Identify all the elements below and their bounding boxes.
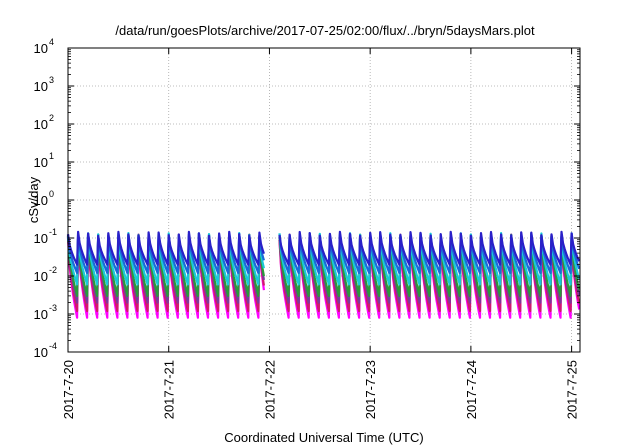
y-tick-label: 10 -1: [34, 227, 57, 246]
y-tick-label: 10 4: [34, 37, 54, 56]
y-tick-exponent: -2: [49, 265, 57, 275]
y-tick-exponent: -1: [49, 227, 57, 237]
y-tick-base: 10: [34, 41, 48, 56]
x-tick-label: 2017-7-24: [464, 360, 479, 419]
chart-title: /data/run/goesPlots/archive/2017-07-25/0…: [115, 23, 535, 38]
y-tick-exponent: 1: [49, 151, 54, 161]
y-tick-base: 10: [34, 117, 48, 132]
y-tick-label: 10 -2: [34, 265, 57, 284]
y-tick-base: 10: [34, 345, 48, 360]
y-tick-exponent: 0: [49, 189, 54, 199]
x-tick-label: 2017-7-25: [565, 360, 580, 419]
series-line: [66, 230, 581, 266]
y-tick-base: 10: [34, 193, 48, 208]
y-tick-exponent: -3: [49, 303, 57, 313]
y-tick-label: 10 1: [34, 151, 54, 170]
y-tick-exponent: 3: [49, 75, 54, 85]
y-tick-label: 10 2: [34, 113, 54, 132]
y-tick-label: 10 -3: [34, 303, 57, 322]
x-tick-label: 2017-7-23: [363, 360, 378, 419]
y-tick-base: 10: [34, 307, 48, 322]
x-axis-ticks: 2017-7-20 2017-7-21 2017-7-22 2017-7-23 2017…: [61, 48, 580, 419]
x-tick-label: 2017-7-20: [61, 360, 76, 419]
x-tick-label: 2017-7-21: [162, 360, 177, 419]
series-group: [66, 230, 581, 319]
y-tick-base: 10: [34, 155, 48, 170]
y-tick-label: 10 3: [34, 75, 54, 94]
y-tick-exponent: 4: [49, 37, 54, 47]
y-tick-exponent: 2: [49, 113, 54, 123]
y-axis-label: cSv/day: [26, 176, 41, 223]
y-tick-label: 10 0: [34, 189, 54, 208]
y-tick-base: 10: [34, 231, 48, 246]
y-tick-label: 10 -4: [34, 341, 57, 360]
x-tick-label: 2017-7-22: [262, 360, 277, 419]
y-tick-exponent: -4: [49, 341, 57, 351]
y-tick-base: 10: [34, 269, 48, 284]
x-axis-label: Coordinated Universal Time (UTC): [224, 430, 423, 445]
y-tick-base: 10: [34, 79, 48, 94]
